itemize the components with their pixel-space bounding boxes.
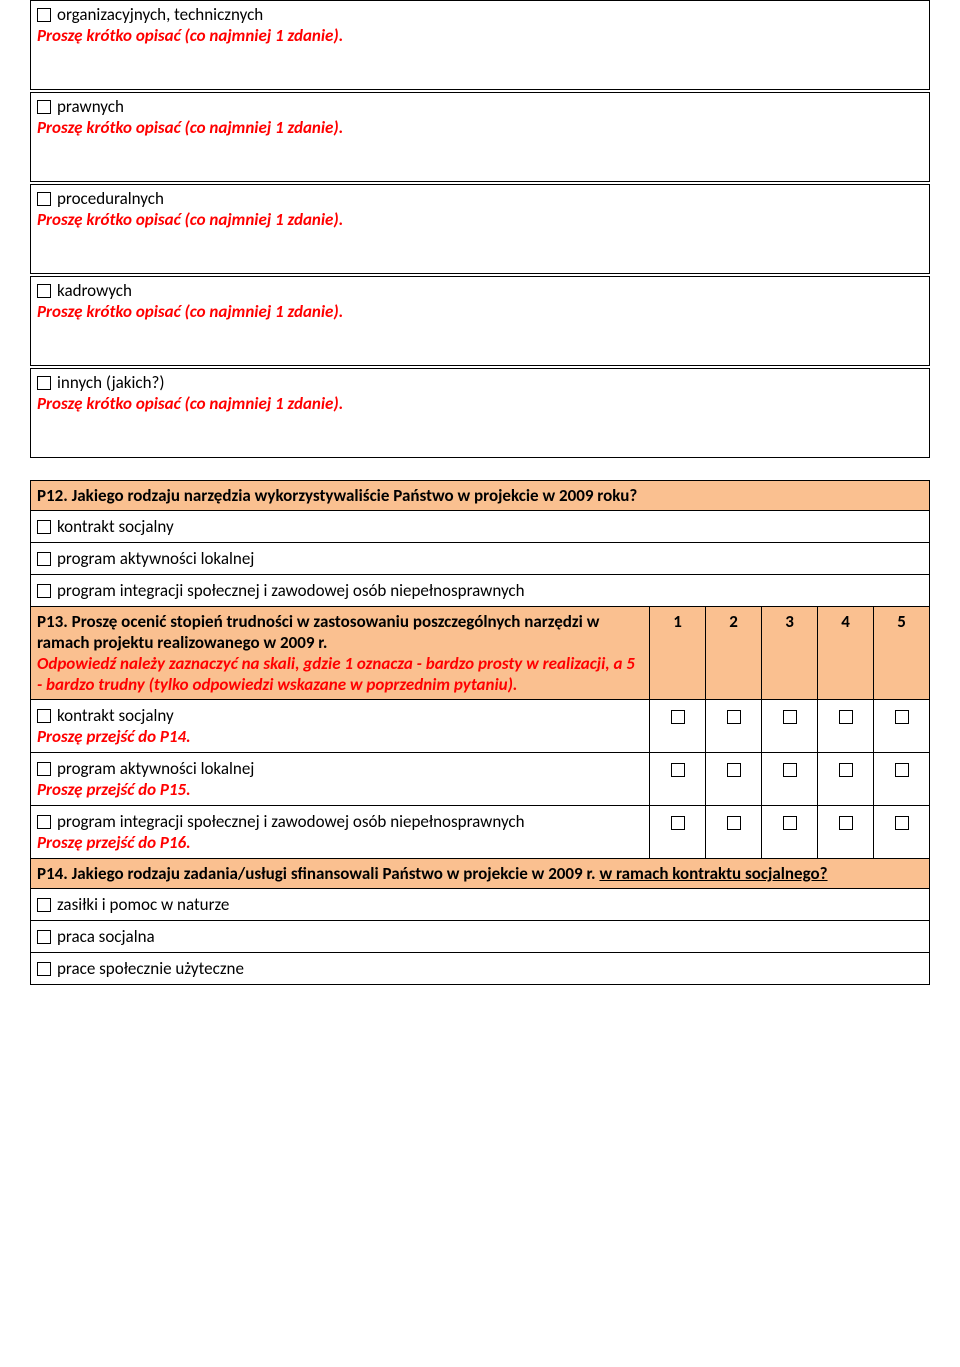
p12-option-row: program aktywności lokalnej [31, 543, 930, 575]
scale-5: 5 [874, 607, 930, 700]
section-proceduralnych: proceduralnych Proszę krótko opisać (co … [30, 184, 930, 274]
section-instruction: Proszę krótko opisać (co najmniej 1 zdan… [37, 393, 923, 414]
question-table: P12. Jakiego rodzaju narzędzia wykorzyst… [30, 480, 930, 985]
checkbox[interactable] [37, 762, 51, 776]
p13-row-label: program aktywności lokalnej [57, 758, 254, 779]
p13-row-goto: Proszę przejść do P15. [37, 779, 643, 800]
checkbox[interactable] [37, 552, 51, 566]
section-instruction: Proszę krótko opisać (co najmniej 1 zdan… [37, 117, 923, 138]
checkbox[interactable] [37, 8, 51, 22]
checkbox[interactable] [37, 520, 51, 534]
p14-header: P14. Jakiego rodzaju zadania/usługi sfin… [31, 859, 930, 889]
scale-checkbox[interactable] [671, 816, 685, 830]
p12-option-row: kontrakt socjalny [31, 511, 930, 543]
section-instruction: Proszę krótko opisać (co najmniej 1 zdan… [37, 209, 923, 230]
checkbox[interactable] [37, 815, 51, 829]
section-organizacyjnych: organizacyjnych, technicznych Proszę kró… [30, 0, 930, 90]
checkbox[interactable] [37, 962, 51, 976]
p14-option-row: zasiłki i pomoc w naturze [31, 889, 930, 921]
p14-option-row: praca socjalna [31, 921, 930, 953]
p12-header: P12. Jakiego rodzaju narzędzia wykorzyst… [31, 481, 930, 511]
p13-header-row: P13. Proszę ocenić stopień trudności w z… [31, 607, 930, 700]
p13-title: P13. Proszę ocenić stopień trudności w z… [37, 611, 599, 653]
scale-3: 3 [762, 607, 818, 700]
scale-checkbox[interactable] [783, 816, 797, 830]
p13-row-label: program integracji społecznej i zawodowe… [57, 811, 525, 832]
scale-checkbox[interactable] [671, 763, 685, 777]
checkbox[interactable] [37, 584, 51, 598]
p12-option-label: program aktywności lokalnej [57, 548, 254, 569]
checkbox[interactable] [37, 898, 51, 912]
checkbox[interactable] [37, 100, 51, 114]
scale-checkbox[interactable] [671, 710, 685, 724]
p12-option-label: program integracji społecznej i zawodowe… [57, 580, 525, 601]
section-label: proceduralnych [57, 188, 164, 209]
page: organizacyjnych, technicznych Proszę kró… [0, 0, 960, 1015]
section-innych: innych (jakich?) Proszę krótko opisać (c… [30, 368, 930, 458]
scale-1: 1 [650, 607, 706, 700]
p13-row-goto: Proszę przejść do P14. [37, 726, 643, 747]
p12-option-row: program integracji społecznej i zawodowe… [31, 575, 930, 607]
p13-row: program integracji społecznej i zawodowe… [31, 806, 930, 859]
section-label: organizacyjnych, technicznych [57, 4, 263, 25]
p13-row-goto: Proszę przejść do P16. [37, 832, 643, 853]
p13-row-label: kontrakt socjalny [57, 705, 174, 726]
scale-checkbox[interactable] [783, 763, 797, 777]
p14-option-label: zasiłki i pomoc w naturze [57, 894, 229, 915]
scale-checkbox[interactable] [895, 710, 909, 724]
scale-2: 2 [706, 607, 762, 700]
checkbox[interactable] [37, 709, 51, 723]
section-prawnych: prawnych Proszę krótko opisać (co najmni… [30, 92, 930, 182]
section-instruction: Proszę krótko opisać (co najmniej 1 zdan… [37, 25, 923, 46]
section-kadrowych: kadrowych Proszę krótko opisać (co najmn… [30, 276, 930, 366]
section-label: innych (jakich?) [57, 372, 165, 393]
scale-checkbox[interactable] [839, 710, 853, 724]
p13-row: program aktywności lokalnej Proszę przej… [31, 753, 930, 806]
scale-checkbox[interactable] [895, 816, 909, 830]
p14-title-plain: P14. Jakiego rodzaju zadania/usługi sfin… [37, 863, 599, 884]
p13-instruction: Odpowiedź należy zaznaczyć na skali, gdz… [37, 653, 635, 695]
scale-checkbox[interactable] [727, 710, 741, 724]
scale-checkbox[interactable] [727, 763, 741, 777]
p12-option-label: kontrakt socjalny [57, 516, 174, 537]
section-instruction: Proszę krótko opisać (co najmniej 1 zdan… [37, 301, 923, 322]
scale-4: 4 [818, 607, 874, 700]
section-label: prawnych [57, 96, 124, 117]
section-label: kadrowych [57, 280, 132, 301]
p14-option-row: prace społecznie użyteczne [31, 953, 930, 985]
p14-option-label: prace społecznie użyteczne [57, 958, 244, 979]
scale-checkbox[interactable] [839, 816, 853, 830]
p13-row: kontrakt socjalny Proszę przejść do P14. [31, 700, 930, 753]
scale-checkbox[interactable] [727, 816, 741, 830]
p14-title-underline: w ramach kontraktu socjalnego? [599, 863, 827, 884]
scale-checkbox[interactable] [783, 710, 797, 724]
checkbox[interactable] [37, 930, 51, 944]
scale-checkbox[interactable] [895, 763, 909, 777]
checkbox[interactable] [37, 192, 51, 206]
checkbox[interactable] [37, 376, 51, 390]
checkbox[interactable] [37, 284, 51, 298]
scale-checkbox[interactable] [839, 763, 853, 777]
p14-option-label: praca socjalna [57, 926, 155, 947]
